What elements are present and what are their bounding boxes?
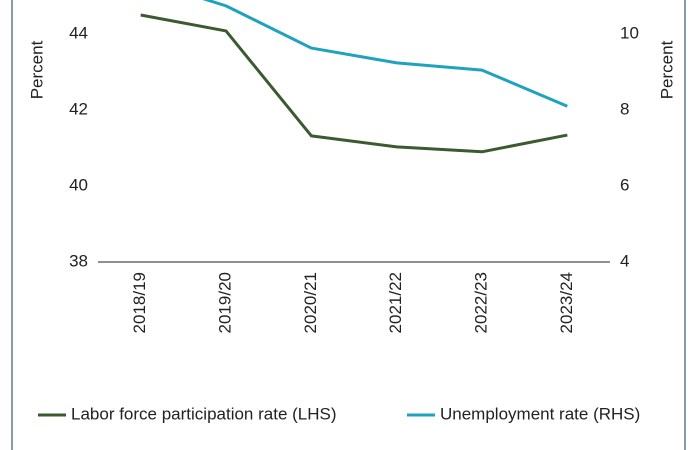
y-tick-label: 42 [69, 99, 88, 118]
legend-label: Unemployment rate (RHS) [440, 404, 640, 423]
x-tick-label: 2022/23 [471, 272, 490, 333]
series-line [140, 13, 568, 154]
y-tick-label: 44 [69, 23, 88, 42]
y2-axis-label: Percent [657, 40, 676, 99]
y-axis-label: Percent [27, 40, 46, 99]
x-tick-label: 2019/20 [215, 272, 234, 333]
x-tick-label: 2020/21 [301, 272, 320, 333]
y2-tick-label: 4 [620, 251, 629, 270]
y2-tick-label: 10 [620, 23, 639, 42]
y-tick-label: 38 [69, 251, 88, 270]
legend-label: Labor force participation rate (LHS) [71, 404, 337, 423]
x-tick-label: 2023/24 [557, 272, 576, 333]
x-tick-label: 2018/19 [130, 272, 149, 333]
y2-tick-label: 6 [620, 175, 629, 194]
y2-tick-label: 8 [620, 99, 629, 118]
x-tick-label: 2021/22 [386, 272, 405, 333]
y-tick-label: 40 [69, 175, 88, 194]
series-line [202, 0, 568, 108]
